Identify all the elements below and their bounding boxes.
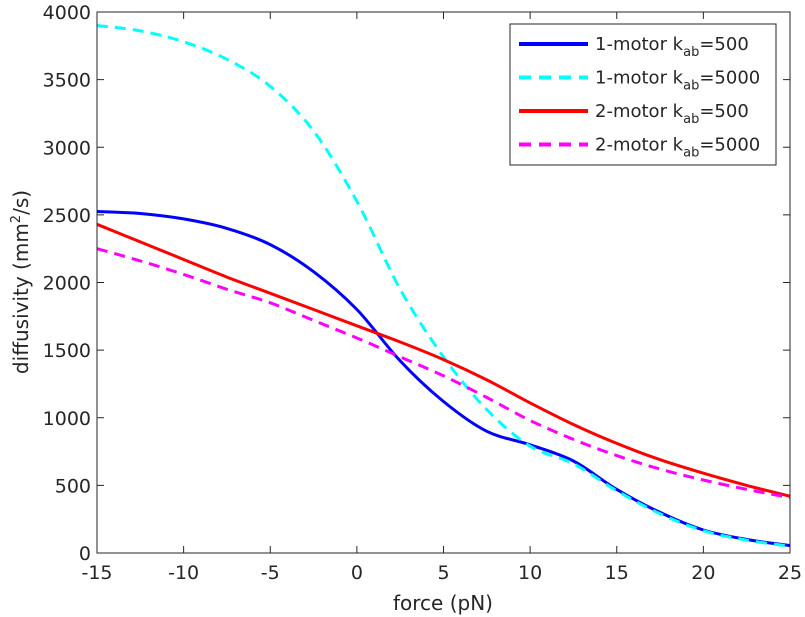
legend-label-main: 2-motor k: [595, 101, 684, 122]
y-tick-label: 0: [79, 543, 91, 565]
legend-label-main: 1-motor k: [595, 34, 684, 55]
x-tick-label: 15: [605, 562, 629, 584]
y-axis-label-sup: 2: [9, 215, 24, 223]
legend-label-tail: =500: [699, 101, 748, 122]
legend-label-main: 1-motor k: [595, 68, 684, 89]
legend-label-sub: ab: [683, 146, 699, 161]
y-tick-label: 1000: [43, 408, 91, 430]
x-tick-label: -15: [81, 562, 112, 584]
y-tick-label: 500: [55, 475, 91, 497]
y-axis-label-main: diffusivity (mm: [9, 223, 33, 374]
legend-label-tail: =5000: [699, 68, 760, 89]
tick-layer: -15 -10 -5 0 5 10 15 20 25 0 500 1000 1500 2000 2500 30…: [43, 2, 802, 584]
y-axis-label-tail: /s): [9, 190, 33, 215]
series-line-2: [96, 24, 791, 548]
series-layer: [96, 24, 791, 548]
legend-box: [509, 23, 777, 166]
legend-label-sub: ab: [683, 79, 699, 94]
x-tick-label: 20: [691, 562, 715, 584]
y-tick-label: 3000: [43, 137, 91, 159]
y-axis-label: diffusivity (mm2/s): [9, 190, 33, 374]
legend-label-4: 2-motor kab=5000: [595, 135, 760, 161]
legend-label-2: 1-motor kab=5000: [595, 68, 760, 94]
y-tick-label: 3500: [43, 70, 91, 92]
x-tick-label: -10: [168, 562, 199, 584]
series-line-3: [96, 222, 791, 498]
y-tick-label: 2000: [43, 273, 91, 295]
x-tick-label: 0: [351, 562, 363, 584]
legend-label-sub: ab: [683, 45, 699, 60]
legend-label-3: 2-motor kab=500: [595, 101, 749, 127]
y-tick-label: 2500: [43, 205, 91, 227]
x-tick-label: 5: [437, 562, 449, 584]
legend-label-1: 1-motor kab=500: [595, 34, 749, 60]
series-line-4: [96, 247, 791, 499]
x-tick-label: 25: [778, 562, 802, 584]
legend-label-tail: =5000: [699, 135, 760, 156]
legend-label-main: 2-motor k: [595, 135, 684, 156]
y-tick-label: 4000: [43, 2, 91, 24]
legend-label-sub: ab: [683, 112, 699, 127]
x-tick-label: 10: [518, 562, 542, 584]
x-axis-label: force (pN): [393, 591, 493, 615]
x-tick-label: -5: [261, 562, 280, 584]
legend-label-tail: =500: [699, 34, 748, 55]
y-tick-label: 1500: [43, 340, 91, 362]
